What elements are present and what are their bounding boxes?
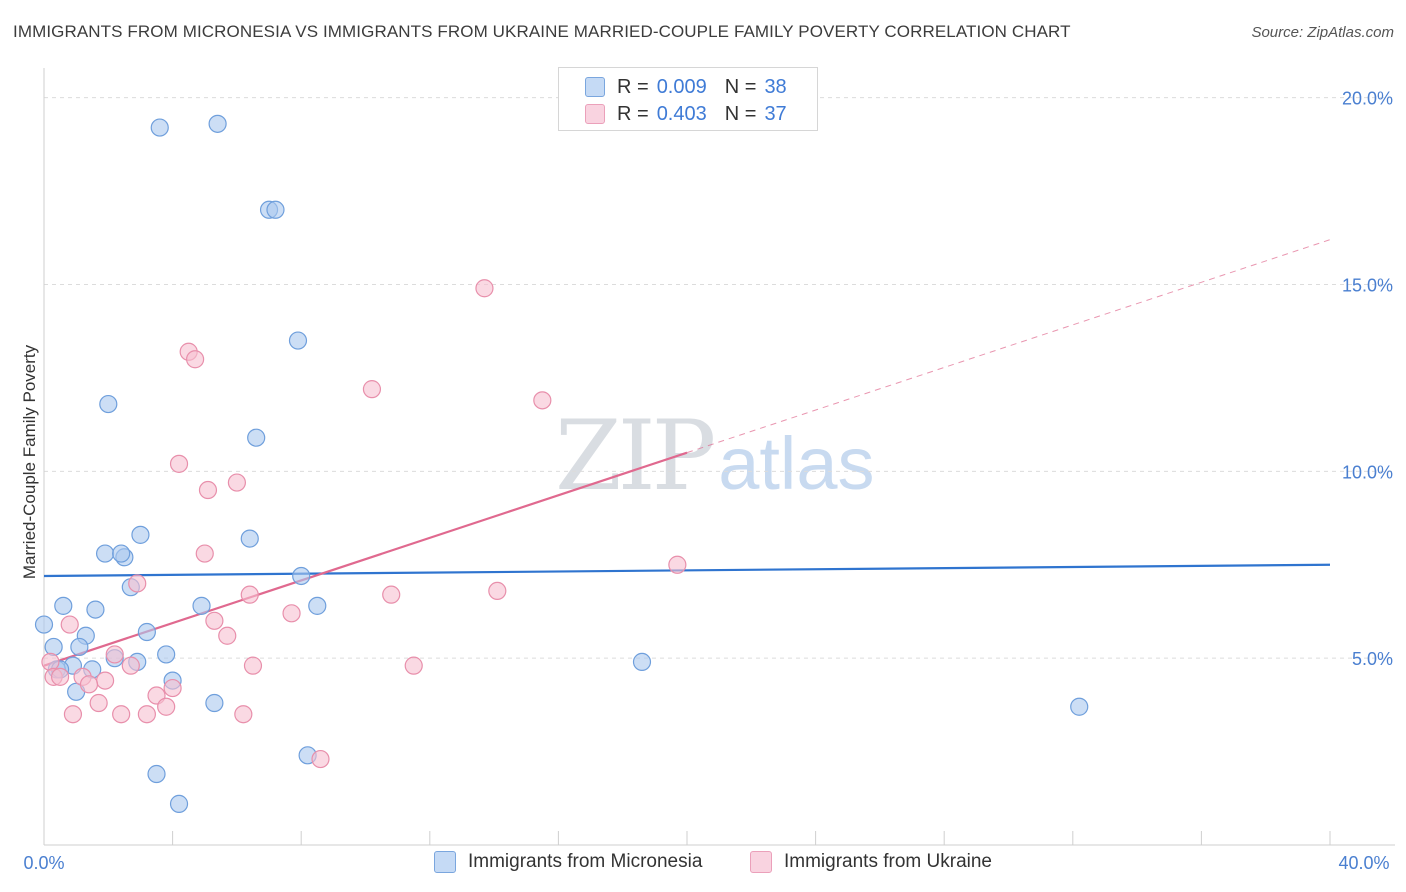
watermark-atlas: atlas	[718, 422, 875, 505]
point-micronesia	[240, 529, 259, 548]
correlation-legend: R = 0.009 N = 38 R = 0.403 N = 37	[558, 67, 818, 131]
point-micronesia	[208, 114, 227, 133]
series-legend-label: Immigrants from Micronesia	[468, 851, 703, 872]
point-micronesia	[247, 428, 266, 447]
point-ukraine	[668, 555, 687, 574]
watermark-zip: ZIP	[555, 400, 716, 512]
point-micronesia	[308, 596, 327, 615]
point-ukraine	[79, 675, 99, 694]
point-ukraine	[41, 652, 60, 672]
point-ukraine	[198, 480, 218, 500]
legend-r-label: R =	[617, 102, 649, 125]
axes	[43, 68, 1395, 846]
point-ukraine	[121, 656, 140, 675]
series-swatch-pink	[750, 851, 772, 873]
y-tick-label: 20.0%	[1342, 89, 1393, 109]
point-ukraine	[362, 380, 382, 399]
series-legend-label: Immigrants from Ukraine	[784, 851, 992, 872]
y-tick-label: 15.0%	[1342, 276, 1393, 296]
point-micronesia	[169, 794, 189, 813]
point-ukraine	[169, 454, 189, 473]
point-micronesia	[205, 693, 224, 713]
x-tick-label: 40.0%	[1338, 853, 1389, 873]
watermark: ZIPatlas	[555, 400, 875, 512]
point-ukraine	[128, 574, 147, 593]
series-legend: Immigrants from Micronesia Immigrants fr…	[0, 851, 1406, 877]
legend-r-label: R =	[617, 75, 649, 98]
point-micronesia	[1070, 697, 1089, 716]
point-ukraine	[63, 705, 83, 724]
point-ukraine	[404, 656, 423, 675]
point-ukraine	[243, 656, 263, 675]
trend-line-ukraine-extension	[686, 239, 1331, 454]
point-micronesia	[632, 652, 652, 672]
point-ukraine	[186, 350, 205, 369]
point-ukraine	[382, 585, 401, 604]
trend-line-micronesia	[43, 563, 1331, 578]
point-micronesia	[292, 566, 311, 586]
y-tick-label: 10.0%	[1342, 462, 1393, 482]
legend-row-ukraine: R = 0.403 N = 37	[585, 101, 787, 127]
point-ukraine	[105, 645, 124, 664]
x-tick-label: 0.0%	[23, 853, 64, 873]
point-ukraine	[218, 626, 237, 645]
point-ukraine	[234, 705, 253, 724]
data-points	[34, 114, 1089, 813]
point-micronesia	[288, 331, 308, 350]
tick-labels: 5.0% 10.0% 15.0% 20.0% 0.0% 40.0% Married-Coup…	[20, 89, 1393, 873]
point-micronesia	[131, 525, 150, 544]
point-micronesia	[192, 596, 211, 615]
point-micronesia	[34, 615, 54, 634]
legend-n-value: 37	[764, 102, 787, 125]
point-ukraine	[95, 671, 115, 690]
legend-swatch-pink	[585, 104, 605, 124]
point-ukraine	[311, 749, 330, 769]
point-ukraine	[112, 705, 131, 724]
point-ukraine	[137, 705, 156, 724]
source-label: Source: ZipAtlas.com	[1251, 24, 1394, 41]
point-ukraine	[533, 391, 552, 410]
point-micronesia	[150, 118, 169, 137]
y-tick-label: 5.0%	[1352, 649, 1393, 669]
y-axis-label: Married-Couple Family Poverty	[20, 344, 39, 579]
point-micronesia	[147, 764, 166, 784]
point-ukraine	[475, 279, 494, 298]
point-ukraine	[157, 697, 176, 716]
legend-n-label: N =	[724, 75, 757, 98]
series-swatch-blue	[434, 851, 456, 873]
legend-row-micronesia: R = 0.009 N = 38	[585, 74, 787, 100]
legend-n-label: N =	[724, 102, 757, 125]
series-legend-ukraine: Immigrants from Ukraine	[750, 851, 992, 873]
series-legend-micronesia: Immigrants from Micronesia	[434, 851, 702, 873]
legend-r-value: 0.009	[656, 75, 707, 98]
trend-lines	[43, 239, 1331, 667]
point-micronesia	[44, 637, 63, 657]
point-ukraine	[227, 473, 246, 492]
point-micronesia	[266, 200, 285, 219]
point-ukraine	[89, 693, 108, 713]
point-ukraine	[195, 544, 214, 563]
point-micronesia	[112, 544, 131, 563]
point-ukraine	[240, 585, 259, 604]
point-ukraine	[282, 604, 301, 623]
point-ukraine	[60, 615, 79, 634]
point-micronesia	[99, 394, 118, 414]
legend-swatch-blue	[585, 77, 605, 97]
legend-r-value: 0.403	[656, 102, 707, 125]
point-micronesia	[86, 600, 105, 619]
point-ukraine	[205, 611, 224, 630]
point-micronesia	[54, 596, 73, 615]
point-micronesia	[137, 622, 156, 642]
point-micronesia	[95, 544, 115, 563]
point-micronesia	[157, 645, 176, 664]
legend-n-value: 38	[764, 75, 787, 98]
point-ukraine	[488, 581, 507, 601]
point-micronesia	[70, 637, 89, 657]
point-ukraine	[163, 678, 182, 698]
point-ukraine	[50, 667, 70, 686]
chart-title: IMMIGRANTS FROM MICRONESIA VS IMMIGRANTS…	[13, 22, 1071, 41]
